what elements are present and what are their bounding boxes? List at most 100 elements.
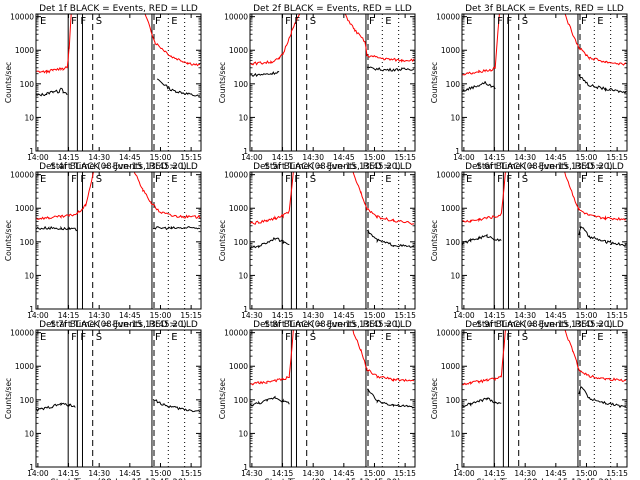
y-tick-label: 1 — [243, 147, 248, 156]
y-tick-label: 1 — [243, 463, 248, 472]
panel-frame — [249, 171, 416, 310]
x-tick-label: 15:00 — [150, 311, 172, 320]
x-tick-label: 14:15 — [484, 469, 506, 478]
y-axis-label: Counts/sec — [430, 378, 439, 419]
panel-3: Det 3f BLACK = Events, RED = LLD 1 10 100 10… — [430, 4, 628, 172]
y-tick-label: 100 — [234, 396, 249, 405]
y-tick-label: 10000 — [436, 329, 460, 338]
x-tick-label: 15:15 — [394, 153, 416, 162]
x-tick-label: 14:15 — [484, 311, 506, 320]
panel-2: Det 2f BLACK = Events, RED = LLD 1 10 100 10… — [218, 4, 416, 172]
y-tick-label: 10 — [238, 113, 248, 122]
y-axis-label: Counts/sec — [430, 62, 439, 103]
events-line — [36, 399, 201, 413]
lld-line — [250, 172, 414, 225]
flag-letter: E — [171, 174, 177, 185]
x-tick-label: 15:00 — [364, 311, 386, 320]
lld-line — [462, 172, 627, 224]
x-tick-label: 14:45 — [545, 311, 567, 320]
flag-letter: F — [294, 16, 300, 27]
y-tick-label: 1 — [455, 463, 460, 472]
y-axis-label: Counts/sec — [430, 220, 439, 261]
y-axis-label: Counts/sec — [218, 378, 227, 419]
x-tick-label: 14:15 — [58, 469, 80, 478]
y-tick-label: 10 — [24, 113, 34, 122]
y-tick-label: 10000 — [10, 171, 34, 180]
flag-letter: F — [285, 174, 291, 185]
lld-line — [462, 14, 627, 76]
y-tick-label: 1 — [29, 305, 34, 314]
panel-9: Det 9f BLACK = Events, RED = LLD 1 10 100 10… — [430, 320, 628, 480]
flag-letter: F — [369, 332, 375, 343]
flag-letter: E — [597, 174, 603, 185]
events-line — [462, 226, 627, 247]
x-tick-label: 15:00 — [364, 153, 386, 162]
x-axis-label: Start Time (08-Jun-15 13:45:20) — [477, 478, 613, 480]
events-line — [36, 78, 201, 97]
flag-letter: E — [171, 16, 177, 27]
y-tick-label: 100 — [446, 238, 461, 247]
flag-letter: F — [71, 16, 77, 27]
flag-letter: F — [80, 16, 86, 27]
flag-letter: F — [294, 332, 300, 343]
plot-area — [36, 330, 201, 467]
x-tick-label: 14:30 — [514, 311, 536, 320]
x-tick-label: 14:45 — [119, 469, 141, 478]
y-tick-label: 100 — [20, 396, 35, 405]
x-tick-label: 15:00 — [150, 469, 172, 478]
y-axis-label: Counts/sec — [4, 220, 13, 261]
x-tick-label: 14:30 — [88, 311, 110, 320]
panel-5: Det 5f BLACK = Events, RED = LLD 1 10 100 10… — [218, 162, 416, 330]
x-tick-label: 14:15 — [58, 153, 80, 162]
y-tick-label: 100 — [20, 238, 35, 247]
flag-letter: F — [506, 332, 512, 343]
y-tick-label: 100 — [234, 238, 249, 247]
x-tick-label: 14:00 — [27, 311, 49, 320]
panel-frame — [35, 171, 202, 310]
panel-4: Det 4f BLACK = Events, RED = LLD 1 10 100 10… — [4, 162, 202, 330]
y-tick-label: 1 — [29, 147, 34, 156]
panel-8: Det 8f BLACK = Events, RED = LLD 1 10 100 10… — [218, 320, 416, 480]
flag-letter: F — [155, 332, 161, 343]
panel-title: Det 2f BLACK = Events, RED = LLD — [253, 4, 412, 14]
panel-frame — [249, 329, 416, 468]
flag-letter: E — [385, 16, 391, 27]
flag-letter: S — [522, 174, 528, 185]
flag-letter: S — [522, 16, 528, 27]
x-tick-label: 14:30 — [302, 153, 324, 162]
events-line — [250, 388, 415, 409]
x-tick-label: 14:15 — [484, 153, 506, 162]
panel-frame — [249, 13, 416, 152]
x-tick-label: 14:00 — [27, 469, 49, 478]
lld-line — [462, 330, 627, 386]
x-tick-label: 14:30 — [514, 153, 536, 162]
x-tick-label: 14:30 — [514, 469, 536, 478]
x-tick-label: 14:30 — [88, 153, 110, 162]
plot-area — [250, 172, 415, 309]
flag-letter: F — [506, 174, 512, 185]
plot-area — [462, 14, 627, 151]
panel-frame — [461, 329, 628, 468]
flag-letter: E — [40, 174, 46, 185]
x-tick-label: 15:00 — [576, 153, 598, 162]
plot-area — [36, 14, 201, 151]
x-tick-label: 14:15 — [272, 311, 294, 320]
events-line — [462, 74, 627, 94]
y-tick-label: 10000 — [224, 171, 248, 180]
panel-7: Det 7f BLACK = Events, RED = LLD 1 10 100 10… — [4, 320, 202, 480]
y-tick-label: 10 — [450, 429, 460, 438]
x-tick-label: 14:45 — [333, 469, 355, 478]
y-tick-label: 1 — [29, 463, 34, 472]
y-tick-label: 100 — [234, 80, 249, 89]
y-tick-label: 10 — [450, 113, 460, 122]
flag-letter: F — [581, 174, 587, 185]
x-tick-label: 14:00 — [453, 469, 475, 478]
flag-letter: F — [71, 332, 77, 343]
y-tick-label: 10000 — [224, 329, 248, 338]
flag-letter: S — [96, 16, 102, 27]
y-tick-label: 10 — [238, 429, 248, 438]
flag-letter: S — [96, 332, 102, 343]
flag-letter: F — [581, 16, 587, 27]
y-tick-label: 10000 — [436, 171, 460, 180]
flag-letter: E — [466, 16, 472, 27]
